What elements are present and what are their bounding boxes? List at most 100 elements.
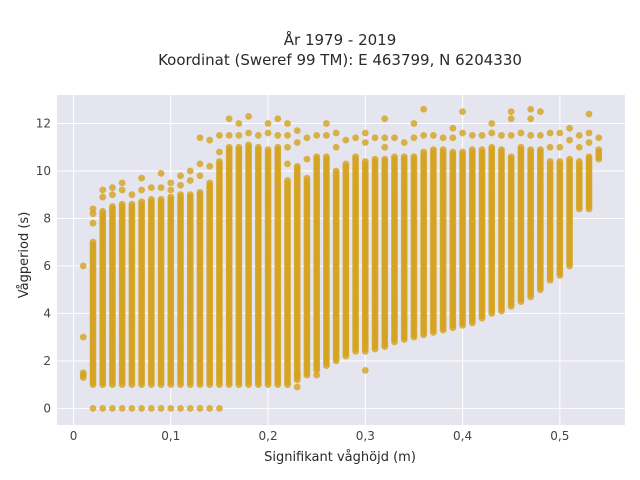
data-point	[536, 108, 544, 116]
data-column	[556, 129, 564, 279]
data-column	[167, 179, 175, 412]
data-point	[79, 369, 87, 377]
data-point	[225, 131, 233, 139]
data-point	[293, 162, 301, 170]
data-column	[381, 115, 389, 351]
data-point	[410, 134, 418, 142]
data-point	[128, 200, 136, 208]
data-point	[293, 127, 301, 135]
data-point	[546, 143, 554, 151]
data-point	[138, 404, 146, 412]
data-point	[196, 172, 204, 180]
data-point	[206, 162, 214, 170]
data-point	[186, 404, 194, 412]
data-point	[186, 191, 194, 199]
data-point	[147, 404, 155, 412]
data-column	[459, 108, 466, 329]
data-point	[235, 131, 243, 139]
data-point	[536, 131, 544, 139]
data-point	[274, 131, 282, 139]
data-point	[147, 196, 155, 203]
data-point	[449, 148, 457, 156]
data-column	[429, 131, 437, 336]
data-point	[361, 129, 369, 137]
y-tick-label: 2	[43, 354, 51, 368]
data-column	[507, 108, 515, 310]
data-point	[566, 124, 573, 132]
y-tick-label: 0	[43, 401, 51, 415]
data-point	[79, 333, 87, 341]
data-point	[449, 134, 457, 142]
data-column	[449, 124, 457, 332]
data-point	[99, 404, 107, 412]
data-point	[284, 177, 291, 184]
data-point	[177, 181, 184, 189]
data-point	[167, 193, 175, 201]
data-column	[235, 120, 243, 389]
data-column	[566, 124, 573, 270]
data-point	[381, 115, 389, 123]
data-point	[507, 115, 515, 123]
data-point	[468, 146, 476, 154]
data-point	[575, 143, 583, 151]
y-tick-label: 10	[36, 164, 51, 178]
data-point	[89, 404, 97, 412]
data-column	[420, 105, 428, 339]
data-point	[128, 404, 136, 412]
data-point	[488, 120, 496, 127]
data-point	[186, 177, 194, 184]
data-column	[303, 134, 311, 379]
data-column	[517, 129, 525, 305]
y-tick-label: 6	[43, 259, 51, 273]
data-point	[332, 143, 340, 151]
data-point	[167, 179, 175, 187]
data-column	[206, 136, 214, 412]
data-point	[488, 129, 496, 137]
data-point	[459, 129, 466, 137]
data-point	[410, 153, 418, 161]
data-point	[303, 155, 311, 163]
data-point	[89, 210, 97, 218]
data-point	[89, 219, 97, 227]
data-point	[245, 129, 253, 137]
data-point	[293, 371, 301, 379]
data-column	[264, 120, 272, 389]
data-point	[527, 146, 535, 154]
x-tick-label: 0,2	[259, 429, 278, 443]
data-point	[391, 134, 398, 142]
data-column	[274, 115, 282, 389]
data-column	[293, 127, 301, 391]
data-point	[138, 174, 146, 182]
data-column	[595, 134, 603, 163]
data-point	[507, 153, 515, 161]
data-column	[391, 134, 398, 346]
x-axis-label: Signifikant våghöjd (m)	[264, 450, 416, 465]
data-point	[177, 172, 184, 180]
data-point	[157, 404, 165, 412]
data-column	[225, 115, 233, 389]
chart-title-line1: År 1979 - 2019	[284, 30, 397, 49]
data-point	[381, 155, 389, 163]
data-point	[157, 184, 165, 191]
data-point	[293, 383, 301, 391]
x-axis-ticks: 0 0,1 0,2 0,3 0,4 0,5	[70, 429, 570, 443]
data-point	[478, 131, 486, 139]
data-column	[245, 112, 253, 389]
data-point	[274, 115, 282, 123]
data-point	[400, 139, 408, 146]
data-point	[109, 203, 116, 210]
data-point	[371, 155, 379, 163]
data-point	[556, 158, 564, 165]
data-point	[536, 146, 544, 154]
data-point	[177, 404, 184, 412]
data-point	[157, 196, 165, 203]
data-column	[439, 134, 447, 334]
data-point	[216, 131, 223, 139]
x-tick-label: 0,4	[453, 429, 472, 443]
data-point	[245, 112, 253, 120]
data-point	[313, 153, 321, 161]
data-point	[595, 134, 603, 142]
data-point	[575, 131, 583, 139]
data-point	[566, 136, 573, 144]
